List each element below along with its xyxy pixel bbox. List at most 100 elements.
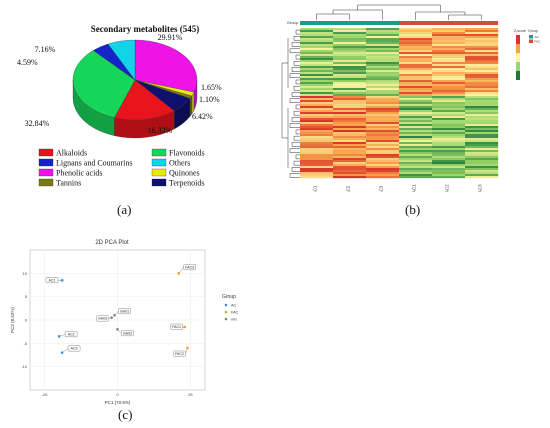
heatmap-cell xyxy=(333,62,367,65)
heatmap-cell xyxy=(366,124,400,127)
heatmap-cell xyxy=(399,80,433,83)
heatmap-cell xyxy=(300,122,334,125)
heatmap-group-bar xyxy=(366,21,399,25)
heatmap-cell xyxy=(300,170,334,173)
heatmap-cell xyxy=(465,30,499,33)
heatmap-cell xyxy=(465,148,499,151)
heatmap-cell xyxy=(399,68,433,71)
heatmap-cell xyxy=(432,54,466,57)
heatmap-cell xyxy=(432,124,466,127)
heatmap-cell xyxy=(465,146,499,149)
heatmap-cell xyxy=(300,68,334,71)
heatmap-cell xyxy=(333,154,367,157)
heatmap-cell xyxy=(300,118,334,121)
heatmap-cell xyxy=(465,158,499,161)
heatmap-cell xyxy=(300,156,334,159)
heatmap-cell xyxy=(465,134,499,137)
heatmap-cell xyxy=(399,122,433,125)
pca-x-tick-label: 0 xyxy=(116,392,119,397)
heatmap-cell xyxy=(399,78,433,81)
heatmap-cell xyxy=(366,132,400,135)
pca-label-leader xyxy=(178,267,184,274)
heatmap-cell xyxy=(300,110,334,113)
heatmap-cell xyxy=(432,72,466,75)
heatmap-cell xyxy=(465,34,499,37)
legend-label-tannins: Tannins xyxy=(56,179,81,188)
heatmap-cell xyxy=(300,56,334,59)
heatmap-cell xyxy=(465,32,499,35)
pie-slice-alkaloids xyxy=(114,79,175,121)
heatmap-zscore-legend-bar xyxy=(516,62,520,71)
heatmap-cell xyxy=(432,114,466,117)
heatmap-cell xyxy=(432,132,466,135)
pca-point-label: AC2 xyxy=(68,332,75,336)
heatmap-cell xyxy=(300,58,334,61)
heatmap-group-bar xyxy=(300,21,333,25)
heatmap-cell xyxy=(366,62,400,65)
heatmap-cell xyxy=(399,166,433,169)
heatmap-cell xyxy=(432,152,466,155)
heatmap-cell xyxy=(366,96,400,99)
heatmap-cell xyxy=(300,164,334,167)
pca-point-label: AC3 xyxy=(71,347,78,351)
heatmap-cell xyxy=(366,88,400,91)
pca-y-tick-label: 5 xyxy=(25,294,28,299)
heatmap-cell xyxy=(465,176,499,179)
heatmap-cell xyxy=(399,56,433,59)
pie-value-label-quinones: 1.65% xyxy=(201,83,222,92)
heatmap-cell xyxy=(399,46,433,49)
heatmap-cell xyxy=(333,118,367,121)
heatmap-cell xyxy=(300,168,334,171)
heatmap-group-legend-label-ac: AC xyxy=(535,35,540,39)
heatmap-cell xyxy=(300,40,334,43)
heatmap-cell xyxy=(333,60,367,63)
heatmap-cell xyxy=(432,44,466,47)
heatmap-cell xyxy=(432,88,466,91)
heatmap-cell xyxy=(366,158,400,161)
heatmap-cell xyxy=(300,72,334,75)
heatmap-cell xyxy=(333,110,367,113)
heatmap-cell xyxy=(333,176,367,179)
pca-y-tick-label: -10 xyxy=(21,364,28,369)
dendrogram-left-branch xyxy=(291,142,300,147)
heatmap-cell xyxy=(465,98,499,101)
pca-point-label-box xyxy=(118,308,131,315)
heatmap-cell xyxy=(366,106,400,109)
legend-swatch-others xyxy=(151,158,167,167)
heatmap-cell xyxy=(399,112,433,115)
heatmap-cell xyxy=(366,114,400,117)
heatmap-cell xyxy=(333,98,367,101)
pca-legend-label-ac: AC xyxy=(231,304,237,308)
heatmap-cell xyxy=(432,102,466,105)
legend-label-flavonoids: Flavonoids xyxy=(169,149,205,158)
heatmap-cell xyxy=(333,158,367,161)
dendrogram-left-branch xyxy=(295,29,300,35)
heatmap-cell xyxy=(366,72,400,75)
heatmap-cell xyxy=(366,94,400,97)
dendrogram-top-branch xyxy=(415,11,466,20)
heatmap-cell xyxy=(432,60,466,63)
pca-legend-label-mix: mix xyxy=(231,318,237,322)
legend-swatch-alkaloids xyxy=(38,148,54,157)
heatmap-cell xyxy=(300,44,334,47)
heatmap-cell xyxy=(333,64,367,67)
heatmap-cell xyxy=(300,86,334,89)
heatmap-cell xyxy=(465,126,499,129)
pca-x-tick-label: 25 xyxy=(188,392,193,397)
heatmap-cell xyxy=(399,170,433,173)
heatmap-cell xyxy=(333,124,367,127)
dendrogram-left-branch xyxy=(295,79,300,85)
heatmap-cell xyxy=(432,78,466,81)
heatmap-cell xyxy=(465,116,499,119)
heatmap-cell xyxy=(432,38,466,41)
heatmap-cell xyxy=(465,90,499,93)
heatmap-cell xyxy=(465,72,499,75)
heatmap-cell xyxy=(465,40,499,43)
heatmap-cell xyxy=(399,58,433,61)
heatmap-cell xyxy=(399,86,433,89)
dendrogram-left-branch xyxy=(293,160,300,166)
heatmap-cell xyxy=(465,66,499,69)
heatmap-cell xyxy=(366,80,400,83)
heatmap-cell xyxy=(465,46,499,49)
heatmap-cell xyxy=(366,168,400,171)
